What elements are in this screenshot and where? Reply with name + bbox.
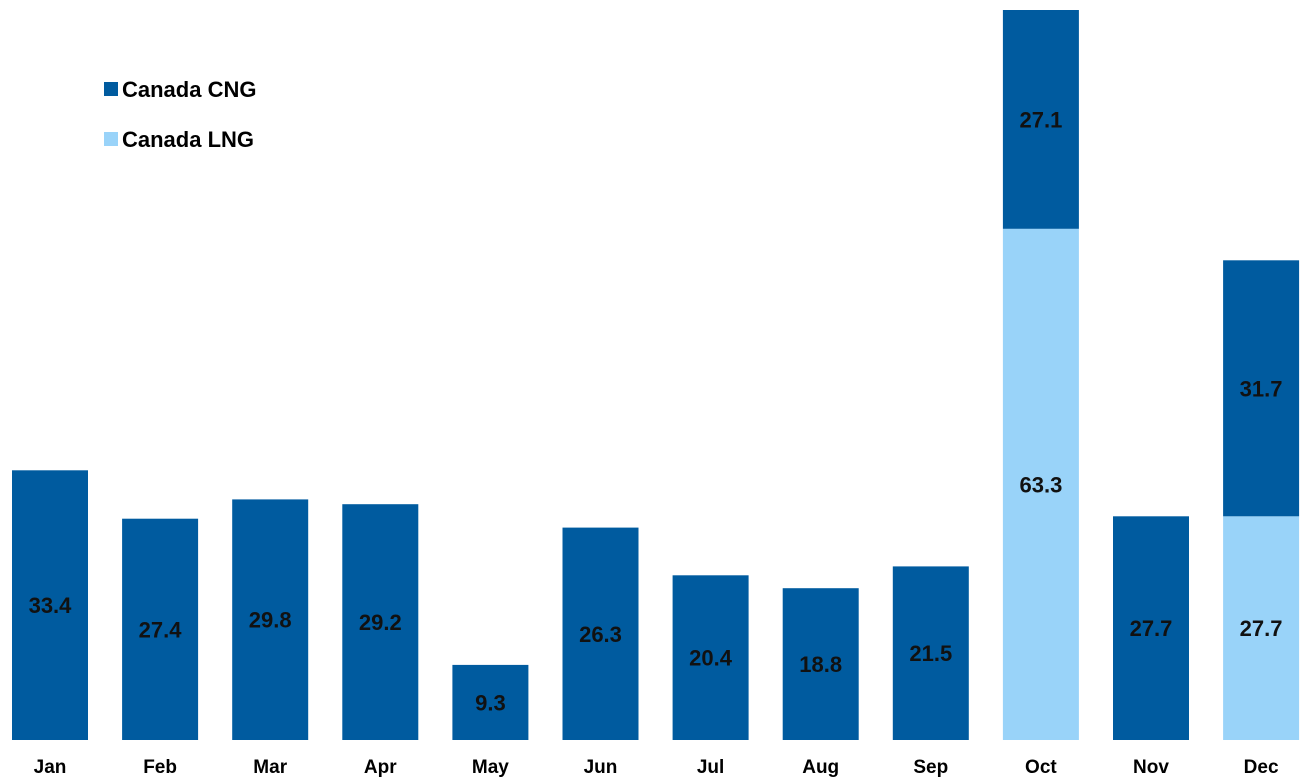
- x-tick-label-dec: Dec: [1244, 757, 1279, 778]
- legend-label-canada-cng: Canada CNG: [122, 77, 256, 102]
- legend-label-canada-lng: Canada LNG: [122, 127, 254, 152]
- bar-canada-cng-dec: [1223, 260, 1300, 517]
- x-tick-label-apr: Apr: [364, 757, 397, 778]
- bar-canada-cng-may: [452, 664, 529, 740]
- bars-layer: [12, 10, 1300, 741]
- data-label-canada-cng-apr: 29.2: [359, 610, 402, 635]
- bar-canada-cng-nov: [1113, 516, 1189, 740]
- data-label-canada-cng-jan: 33.4: [29, 593, 73, 618]
- legend: Canada CNG Canada LNG: [104, 77, 256, 152]
- bar-canada-cng-oct: [1002, 10, 1079, 229]
- bar-canada-cng-apr: [342, 504, 419, 740]
- bar-canada-lng-oct: [1002, 228, 1079, 741]
- data-label-canada-cng-jul: 20.4: [689, 646, 733, 671]
- x-tick-label-mar: Mar: [253, 757, 287, 778]
- data-label-canada-cng-sep: 21.5: [909, 641, 952, 666]
- bar-labels-layer: 33.4 27.4 29.8 29.2 9.3 26.3 20.4 18.8 21.5 63.3 2…: [29, 107, 1283, 715]
- x-tick-label-aug: Aug: [802, 757, 839, 778]
- data-label-canada-cng-feb: 27.4: [139, 617, 183, 642]
- data-label-canada-lng-dec: 27.7: [1240, 616, 1283, 641]
- x-tick-label-sep: Sep: [913, 757, 948, 778]
- x-axis-ticks: Jan Feb Mar Apr May Jun Jul Aug Sep Oct Nov Dec: [34, 757, 1279, 778]
- x-tick-label-oct: Oct: [1025, 757, 1057, 778]
- data-label-canada-cng-mar: 29.8: [249, 608, 292, 633]
- bar-canada-cng-aug: [782, 588, 859, 740]
- data-label-canada-cng-jun: 26.3: [579, 622, 622, 647]
- legend-swatch-canada-lng: [104, 132, 118, 146]
- x-tick-label-jun: Jun: [584, 757, 618, 778]
- x-tick-label-may: May: [472, 757, 509, 778]
- bar-canada-cng-jan: [12, 470, 88, 740]
- data-label-canada-cng-nov: 27.7: [1130, 616, 1173, 641]
- data-label-canada-lng-oct: 63.3: [1019, 472, 1062, 497]
- bar-canada-cng-jul: [672, 575, 749, 740]
- x-tick-label-feb: Feb: [143, 757, 177, 778]
- x-tick-label-nov: Nov: [1133, 757, 1169, 778]
- data-label-canada-cng-oct: 27.1: [1019, 107, 1062, 132]
- data-label-canada-cng-dec: 31.7: [1240, 376, 1283, 401]
- data-label-canada-cng-aug: 18.8: [799, 652, 842, 677]
- legend-swatch-canada-cng: [104, 82, 118, 96]
- bar-canada-cng-feb: [122, 518, 199, 740]
- bar-canada-cng-mar: [232, 499, 309, 740]
- bar-canada-cng-jun: [562, 527, 639, 740]
- x-tick-label-jan: Jan: [34, 757, 67, 778]
- x-tick-label-jul: Jul: [697, 757, 724, 778]
- bar-canada-lng-dec: [1223, 516, 1300, 740]
- data-label-canada-cng-may: 9.3: [475, 691, 506, 716]
- bar-canada-cng-sep: [892, 566, 969, 740]
